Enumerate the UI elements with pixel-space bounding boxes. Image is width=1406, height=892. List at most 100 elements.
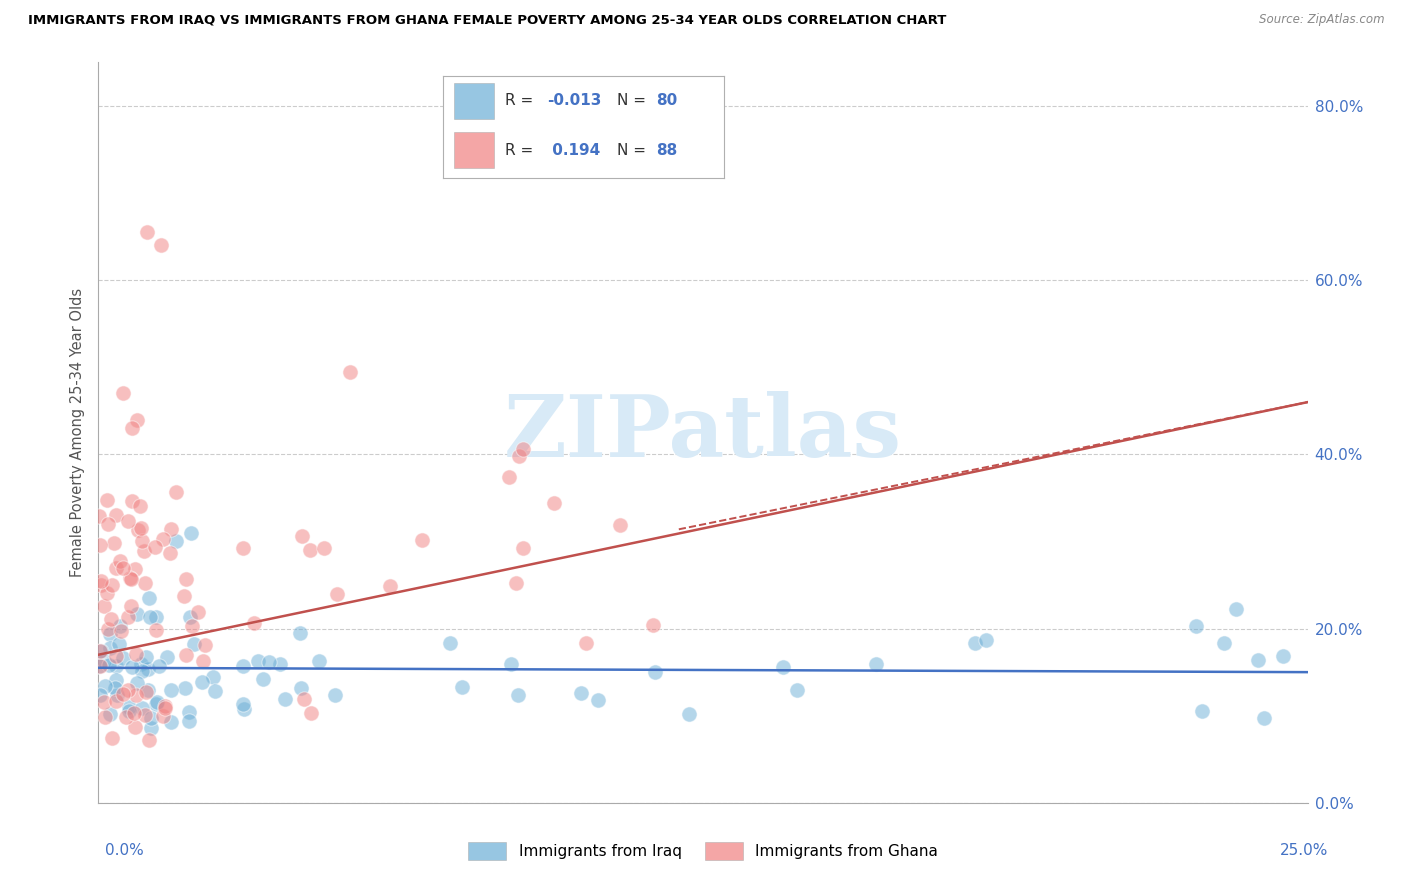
Point: [139, 610, 162, 624]
Point: [148, 658, 170, 673]
Point: [291, 529, 314, 543]
Text: N =: N =: [617, 144, 647, 158]
Point: [312, 541, 335, 556]
Y-axis label: Female Poverty Among 25-34 Year Olds: Female Poverty Among 25-34 Year Olds: [69, 288, 84, 577]
Point: [117, 683, 139, 698]
Point: [89, 688, 111, 702]
Point: [100, 731, 122, 745]
Point: [173, 589, 195, 603]
Point: [134, 708, 156, 723]
Point: [1247, 653, 1270, 667]
Point: [152, 532, 174, 546]
Text: IMMIGRANTS FROM IRAQ VS IMMIGRANTS FROM GHANA FEMALE POVERTY AMONG 25-34 YEAR OL: IMMIGRANTS FROM IRAQ VS IMMIGRANTS FROM …: [28, 13, 946, 27]
Point: [174, 648, 197, 663]
Point: [772, 660, 794, 674]
Point: [865, 657, 887, 671]
Point: [160, 714, 183, 729]
Point: [165, 534, 187, 549]
Point: [181, 618, 204, 632]
Point: [146, 696, 169, 710]
Point: [131, 533, 153, 548]
Point: [108, 637, 131, 651]
Point: [187, 605, 209, 619]
Point: [111, 651, 134, 665]
Point: [105, 688, 128, 702]
Point: [100, 612, 122, 626]
Point: [94, 679, 117, 693]
Point: [105, 673, 128, 687]
Point: [232, 698, 254, 712]
Point: [325, 587, 347, 601]
Point: [124, 688, 146, 702]
Point: [183, 637, 205, 651]
Point: [150, 238, 173, 252]
Point: [145, 610, 167, 624]
Point: [143, 540, 166, 554]
Text: 25.0%: 25.0%: [1281, 843, 1329, 858]
Point: [104, 681, 127, 695]
Point: [90, 574, 112, 588]
Text: 80: 80: [657, 93, 678, 108]
Legend: Immigrants from Iraq, Immigrants from Ghana: Immigrants from Iraq, Immigrants from Gh…: [463, 836, 943, 866]
Point: [125, 647, 148, 661]
Point: [498, 470, 520, 484]
Point: [411, 533, 433, 547]
Point: [571, 686, 593, 700]
Point: [136, 683, 159, 698]
Point: [191, 654, 214, 668]
Point: [127, 523, 149, 537]
Point: [644, 665, 666, 680]
Point: [439, 636, 461, 650]
Point: [124, 721, 146, 735]
Point: [290, 681, 312, 696]
Point: [93, 654, 115, 668]
Point: [121, 659, 143, 673]
Point: [138, 733, 160, 747]
Point: [98, 706, 121, 721]
Point: [89, 644, 111, 658]
Point: [179, 714, 201, 728]
Point: [308, 654, 330, 668]
Point: [98, 641, 121, 656]
Point: [104, 694, 127, 708]
Point: [120, 571, 142, 585]
Point: [252, 672, 274, 686]
Point: [180, 525, 202, 540]
Point: [118, 704, 141, 718]
Point: [105, 508, 128, 523]
Point: [575, 636, 598, 650]
Bar: [454, 132, 494, 168]
Point: [678, 707, 700, 722]
Point: [451, 680, 474, 694]
Point: [269, 657, 291, 672]
Point: [159, 546, 181, 560]
Point: [246, 654, 269, 668]
Point: [292, 691, 315, 706]
Point: [1272, 648, 1295, 663]
Point: [90, 577, 112, 591]
Point: [108, 619, 131, 633]
Point: [112, 561, 135, 575]
Point: [122, 706, 145, 720]
Text: Source: ZipAtlas.com: Source: ZipAtlas.com: [1260, 13, 1385, 27]
Point: [174, 572, 197, 586]
Point: [505, 575, 527, 590]
Point: [232, 658, 254, 673]
Point: [108, 554, 131, 568]
Point: [145, 623, 167, 637]
Point: [136, 662, 159, 676]
Point: [298, 543, 321, 558]
Text: 0.194: 0.194: [547, 144, 600, 158]
Point: [127, 607, 149, 621]
Point: [1191, 705, 1213, 719]
Point: [93, 599, 115, 613]
Point: [609, 517, 631, 532]
Point: [118, 700, 141, 714]
Point: [97, 622, 120, 636]
Point: [131, 664, 153, 678]
Point: [132, 544, 155, 558]
Point: [89, 659, 111, 673]
Point: [194, 638, 217, 652]
Point: [204, 683, 226, 698]
Point: [1212, 636, 1234, 650]
